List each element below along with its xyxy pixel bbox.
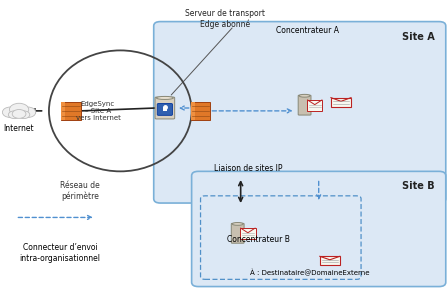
Text: Concentrateur B: Concentrateur B [227, 235, 290, 244]
Bar [61, 102, 65, 120]
FancyBboxPatch shape [157, 103, 172, 115]
FancyBboxPatch shape [154, 22, 446, 203]
FancyBboxPatch shape [240, 228, 255, 239]
Text: Serveur de transport
Edge abonné: Serveur de transport Edge abonné [185, 9, 265, 29]
Text: Réseau de
périmètre: Réseau de périmètre [60, 181, 100, 201]
Bar [191, 102, 211, 120]
Bar [331, 98, 351, 107]
Text: Site A: Site A [402, 32, 435, 42]
FancyBboxPatch shape [231, 223, 244, 243]
Text: À : Destinataire@DomaineExterne: À : Destinataire@DomaineExterne [250, 268, 370, 276]
FancyBboxPatch shape [192, 171, 446, 287]
FancyBboxPatch shape [307, 100, 323, 111]
Text: Internet: Internet [4, 124, 34, 133]
Text: Concentrateur A: Concentrateur A [276, 26, 339, 35]
Bar [163, 107, 167, 111]
Text: Liaison de sites IP: Liaison de sites IP [214, 164, 282, 173]
Text: EdgeSync
– Site A
vers Internet: EdgeSync – Site A vers Internet [76, 101, 121, 121]
FancyBboxPatch shape [155, 97, 175, 119]
FancyBboxPatch shape [298, 95, 311, 115]
Text: Site B: Site B [402, 181, 435, 192]
Text: Connecteur d’envoi
intra-organisationnel: Connecteur d’envoi intra-organisationnel [20, 243, 101, 263]
Ellipse shape [156, 96, 173, 99]
Ellipse shape [232, 223, 243, 225]
Bar [191, 102, 194, 120]
Bar [320, 256, 340, 265]
Bar [61, 102, 81, 120]
Ellipse shape [299, 94, 310, 97]
